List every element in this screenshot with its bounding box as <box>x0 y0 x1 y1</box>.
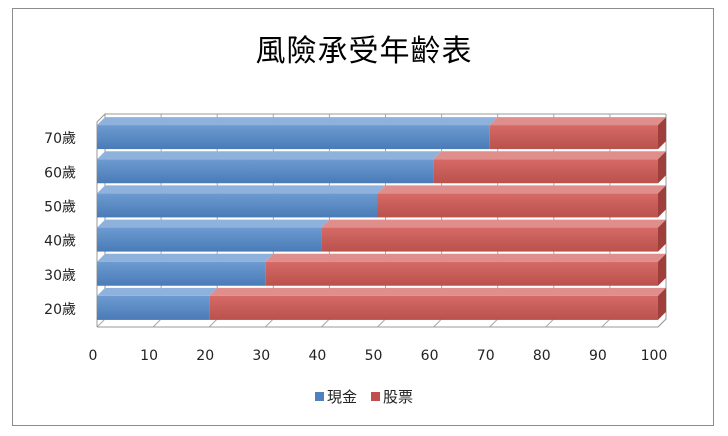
x-tick-label: 70 <box>477 348 495 364</box>
floor-gridline <box>208 318 218 328</box>
x-tick-label: 60 <box>421 348 439 364</box>
bar-side <box>658 151 666 184</box>
legend-swatch-cash <box>314 392 324 401</box>
x-tick-labels: 0 10 20 30 40 50 60 70 80 90 100 <box>89 348 668 364</box>
legend-label-cash: 現金 <box>326 388 357 406</box>
bar-top <box>321 219 666 228</box>
bar-top <box>377 185 666 194</box>
y-tick-label: 20歲 <box>44 302 76 318</box>
bar-top <box>97 253 274 262</box>
bar <box>489 125 658 150</box>
bar <box>97 125 490 150</box>
x-tick-label: 100 <box>641 348 668 364</box>
chart-title: 風險承受年齡表 <box>255 34 473 69</box>
bar-side <box>658 185 666 218</box>
bar-top <box>97 287 218 296</box>
x-tick-label: 0 <box>89 348 98 364</box>
y-tick-label: 30歲 <box>44 268 76 284</box>
bar <box>97 227 322 252</box>
x-tick-label: 10 <box>140 348 158 364</box>
bar-top <box>97 117 498 126</box>
bar <box>97 193 378 218</box>
bars <box>97 117 666 320</box>
floor-gridline <box>96 318 106 328</box>
bar-top <box>265 253 666 262</box>
bar-top <box>433 151 666 160</box>
bar-side <box>658 287 666 320</box>
bar-top <box>97 219 330 228</box>
bar <box>209 295 658 320</box>
floor-gridline <box>601 318 611 328</box>
floor-gridline <box>545 318 555 328</box>
bar-side <box>658 117 666 150</box>
floor-gridline <box>152 318 162 328</box>
bar-top <box>97 151 442 160</box>
legend-item-stocks: 股票 <box>371 386 413 407</box>
bar-top <box>209 287 666 296</box>
y-tick-label: 50歲 <box>44 199 76 215</box>
bar-side <box>658 219 666 252</box>
y-tick-label: 70歲 <box>44 131 76 147</box>
bar <box>321 227 658 252</box>
bar-side <box>658 253 666 286</box>
floor-gridline <box>489 318 499 328</box>
bar <box>97 159 434 184</box>
floor-gridline <box>433 318 442 328</box>
legend-swatch-stocks <box>371 392 380 401</box>
legend-label-stocks: 股票 <box>383 388 414 406</box>
bar <box>97 261 266 286</box>
bar <box>265 261 658 286</box>
legend: 現金 股票 <box>0 386 728 407</box>
floor-gridline <box>321 318 330 328</box>
legend-item-cash: 現金 <box>314 386 357 407</box>
x-tick-label: 50 <box>365 348 383 364</box>
x-tick-label: 30 <box>252 348 270 364</box>
bar-top <box>97 185 386 194</box>
y-tick-labels: 20歲 30歲 40歲 50歲 60歲 70歲 <box>44 131 76 318</box>
y-tick-label: 40歲 <box>44 234 76 250</box>
bar-top <box>489 117 666 126</box>
bar <box>97 295 210 320</box>
floor-gridline <box>377 318 386 328</box>
bar <box>377 193 658 218</box>
floor-edge <box>97 318 667 328</box>
x-tick-label: 40 <box>308 348 326 364</box>
x-tick-label: 20 <box>196 348 214 364</box>
y-tick-label: 60歲 <box>44 165 76 181</box>
x-tick-label: 80 <box>533 348 551 364</box>
x-tick-label: 90 <box>589 348 607 364</box>
bar <box>433 159 658 184</box>
floor-gridline <box>264 318 274 328</box>
